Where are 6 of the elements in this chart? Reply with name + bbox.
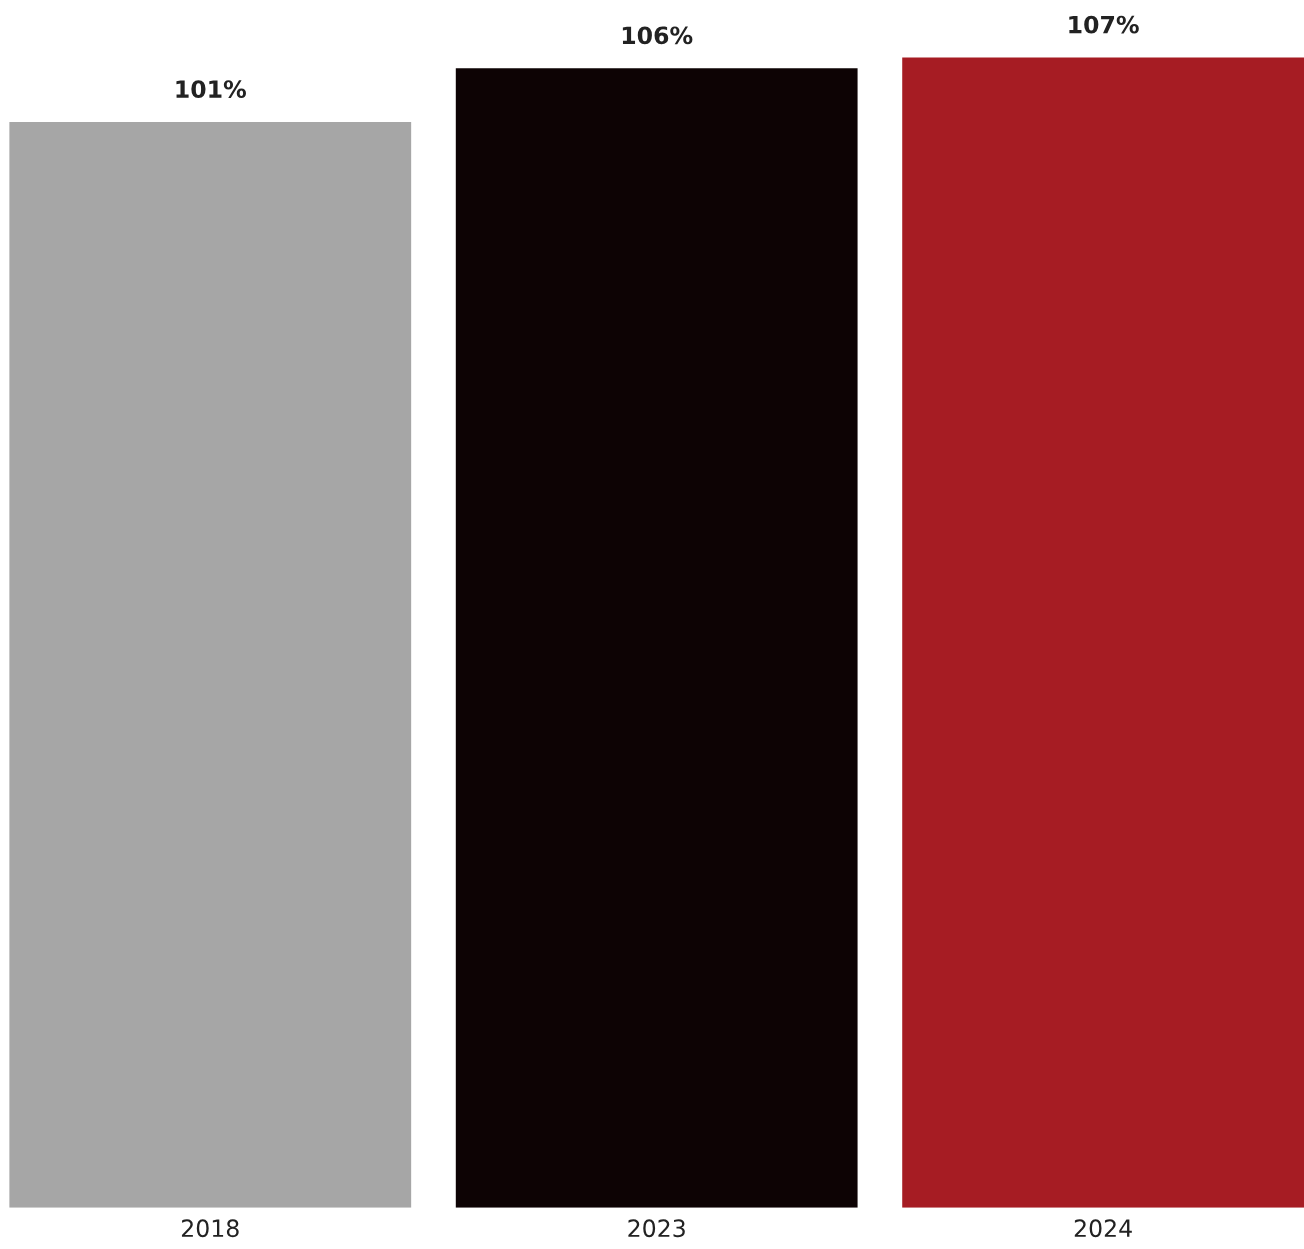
x-tick-label: 2024 (1074, 1219, 1132, 1238)
x-tick-label: 2018 (181, 1219, 239, 1238)
data-label: 106% (622, 26, 693, 45)
x-tick-label: 2023 (628, 1219, 685, 1238)
data-label: 107% (1069, 15, 1139, 34)
data-label: 101% (176, 80, 246, 98)
